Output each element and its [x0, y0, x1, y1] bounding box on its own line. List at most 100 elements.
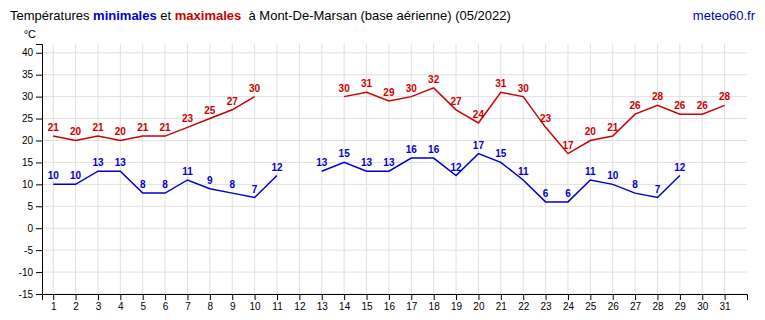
title-series-word: minimales — [93, 8, 157, 23]
y-tick: -15 — [19, 289, 42, 300]
y-tick-label: 35 — [22, 69, 34, 80]
x-grid-line — [120, 44, 121, 294]
y-grid-line — [42, 140, 747, 141]
y-tick-label: -10 — [19, 267, 34, 278]
data-label: 13 — [316, 157, 328, 168]
x-tick-mark — [568, 294, 569, 300]
x-grid-line — [321, 44, 322, 294]
chart: 1234567891011121314151617181920212223242… — [0, 0, 765, 320]
x-grid-line — [254, 44, 255, 294]
x-tick: 24 — [563, 294, 575, 312]
x-tick: 22 — [518, 294, 530, 312]
y-tick-label: 5 — [27, 201, 33, 212]
x-tick-mark — [411, 294, 412, 300]
y-tick-mark — [36, 97, 42, 98]
data-label: 13 — [92, 157, 104, 168]
y-axis-label: °C — [24, 28, 36, 40]
y-grid-line — [42, 52, 747, 53]
x-grid-line — [209, 44, 210, 294]
x-grid-line — [388, 44, 389, 294]
x-tick-label: 25 — [585, 301, 597, 312]
y-tick-mark — [36, 228, 42, 229]
x-tick-mark — [635, 294, 636, 300]
x-tick-mark — [165, 294, 166, 300]
x-tick-mark — [187, 294, 188, 300]
y-tick-label: 10 — [22, 179, 34, 190]
y-grid-line — [42, 206, 747, 207]
data-label: 27 — [227, 96, 239, 107]
x-tick: 1 — [51, 294, 57, 312]
data-label: 23 — [182, 113, 194, 124]
x-tick-mark — [53, 294, 54, 300]
data-label: 20 — [115, 126, 127, 137]
x-tick-mark — [143, 294, 144, 300]
x-tick: 31 — [720, 294, 732, 312]
data-label: 12 — [271, 162, 283, 173]
x-grid-line — [635, 44, 636, 294]
x-tick: 8 — [208, 294, 214, 312]
y-tick-label: 20 — [22, 135, 34, 146]
x-tick: 19 — [451, 294, 463, 312]
x-tick-label: 9 — [230, 301, 236, 312]
data-label: 6 — [565, 188, 571, 199]
x-tick: 23 — [541, 294, 553, 312]
x-tick-mark — [389, 294, 390, 300]
y-tick-label: 15 — [22, 157, 34, 168]
data-label: 15 — [495, 148, 507, 159]
y-tick: 30 — [22, 91, 42, 102]
x-tick-mark — [613, 294, 614, 300]
x-grid-line — [165, 44, 166, 294]
data-label: 26 — [674, 100, 686, 111]
data-label: 13 — [361, 157, 373, 168]
x-tick-label: 2 — [73, 301, 79, 312]
y-grid-line — [42, 184, 747, 185]
x-tick-mark — [299, 294, 300, 300]
x-grid-line — [142, 44, 143, 294]
x-tick-mark — [657, 294, 658, 300]
x-grid-line — [724, 44, 725, 294]
y-tick-mark — [36, 250, 42, 251]
annotation: meteo60.fr — [693, 8, 756, 23]
title-part: et — [157, 8, 175, 23]
y-tick-label: -15 — [19, 289, 34, 300]
data-label: 27 — [450, 96, 462, 107]
y-tick: 10 — [22, 179, 42, 190]
data-label: 7 — [252, 184, 258, 195]
data-label: 28 — [652, 91, 664, 102]
x-tick-mark — [478, 294, 479, 300]
x-tick-label: 21 — [496, 301, 508, 312]
y-tick-mark — [36, 119, 42, 120]
data-label: 21 — [160, 122, 172, 133]
x-tick: 30 — [697, 294, 709, 312]
x-grid-line — [478, 44, 479, 294]
data-label: 8 — [632, 179, 638, 190]
data-label: 11 — [585, 166, 596, 177]
data-label: 10 — [48, 170, 60, 181]
x-tick-label: 18 — [429, 301, 441, 312]
x-tick-mark — [680, 294, 681, 300]
y-tick: -10 — [19, 267, 42, 278]
x-grid-line — [702, 44, 703, 294]
y-grid-line — [42, 162, 747, 163]
x-tick-label: 17 — [406, 301, 418, 312]
x-tick: 2 — [73, 294, 79, 312]
data-label: 16 — [428, 144, 440, 155]
data-label: 10 — [70, 170, 82, 181]
x-grid-line — [75, 44, 76, 294]
data-label: 24 — [473, 109, 485, 120]
data-label: 21 — [92, 122, 104, 133]
x-tick-label: 10 — [250, 301, 262, 312]
x-tick: 4 — [118, 294, 124, 312]
x-tick-mark — [322, 294, 323, 300]
y-tick-mark — [36, 272, 42, 273]
x-tick-label: 26 — [608, 301, 620, 312]
x-tick: 12 — [294, 294, 306, 312]
x-tick-label: 7 — [185, 301, 191, 312]
data-label: 13 — [383, 157, 395, 168]
data-label: 17 — [562, 140, 574, 151]
data-label: 12 — [450, 162, 462, 173]
title-part: à Mont-De-Marsan (base aérienne) (05/202… — [241, 8, 511, 23]
y-tick-label: 40 — [22, 47, 34, 58]
x-tick-label: 29 — [675, 301, 687, 312]
y-grid-line — [42, 250, 747, 251]
